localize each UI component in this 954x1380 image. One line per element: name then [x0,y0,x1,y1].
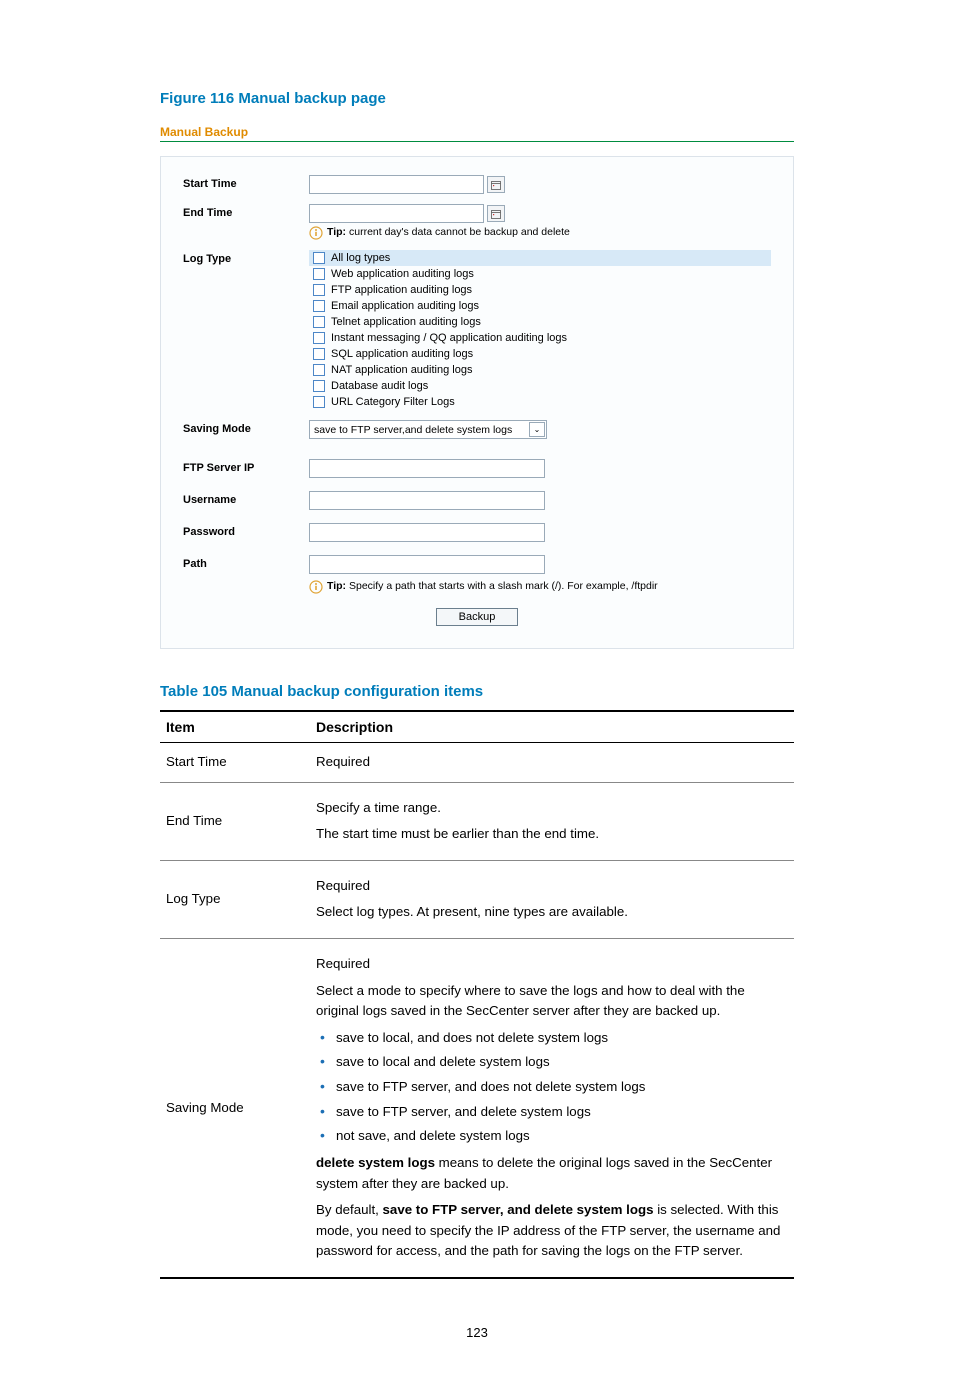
desc-line: Required [316,954,788,975]
calendar-icon[interactable] [487,205,505,222]
desc-line: By default, save to FTP server, and dele… [316,1200,788,1262]
ftp-ip-input[interactable] [309,459,545,478]
page-number: 123 [160,1325,794,1340]
cell-item: Start Time [160,743,310,783]
logtype-item[interactable]: Email application auditing logs [309,298,771,314]
password-label: Password [183,523,309,538]
info-icon [309,226,323,240]
checkbox-icon[interactable] [313,364,325,376]
chevron-down-icon[interactable]: ⌄ [529,422,545,437]
checkbox-icon[interactable] [313,348,325,360]
start-time-input[interactable] [309,175,484,194]
cell-desc: Required [310,743,794,783]
logtype-label: URL Category Filter Logs [331,396,455,408]
desc-line: delete system logs means to delete the o… [316,1153,788,1194]
saving-mode-select[interactable]: save to FTP server,and delete system log… [309,420,547,439]
list-item: save to local and delete system logs [316,1052,788,1073]
logtype-item[interactable]: URL Category Filter Logs [309,394,771,410]
desc-line: Specify a time range. [316,798,788,819]
cell-item: Saving Mode [160,939,310,1278]
logtype-label: FTP application auditing logs [331,284,472,296]
logtype-label: Email application auditing logs [331,300,479,312]
checkbox-icon[interactable] [313,284,325,296]
path-input[interactable] [309,555,545,574]
checkbox-icon[interactable] [313,268,325,280]
cell-desc: Required Select a mode to specify where … [310,939,794,1278]
logtype-item[interactable]: Instant messaging / QQ application audit… [309,330,771,346]
username-input[interactable] [309,491,545,510]
th-desc: Description [310,711,794,743]
desc-line: Select log types. At present, nine types… [316,902,788,923]
checkbox-icon[interactable] [313,252,325,264]
info-icon [309,580,323,594]
table-title: Table 105 Manual backup configuration it… [160,683,794,700]
logtype-item[interactable]: All log types [309,250,771,266]
logtype-label: NAT application auditing logs [331,364,472,376]
logtype-label: Instant messaging / QQ application audit… [331,332,567,344]
backup-button[interactable]: Backup [436,608,519,626]
logtype-item[interactable]: FTP application auditing logs [309,282,771,298]
checkbox-icon[interactable] [313,300,325,312]
tip-label: Tip: [327,580,346,592]
logtype-item[interactable]: NAT application auditing logs [309,362,771,378]
log-type-list: All log types Web application auditing l… [309,250,771,410]
logtype-label: Web application auditing logs [331,268,474,280]
end-time-label: End Time [183,204,309,219]
panel-heading: Manual Backup [160,125,794,139]
logtype-label: Database audit logs [331,380,428,392]
checkbox-icon[interactable] [313,316,325,328]
table-row: End Time Specify a time range. The start… [160,782,794,860]
saving-mode-value: save to FTP server,and delete system log… [314,424,512,436]
table-row: Start Time Required [160,743,794,783]
cell-item: Log Type [160,860,310,938]
th-item: Item [160,711,310,743]
saving-mode-label: Saving Mode [183,420,309,435]
mode-bullets: save to local, and does not delete syste… [316,1028,788,1147]
cell-desc: Required Select log types. At present, n… [310,860,794,938]
tip-label: Tip: [327,226,346,238]
ftp-ip-label: FTP Server IP [183,459,309,474]
username-label: Username [183,491,309,506]
cell-item: End Time [160,782,310,860]
log-type-label: Log Type [183,250,309,265]
logtype-item[interactable]: Web application auditing logs [309,266,771,282]
logtype-label: All log types [331,252,390,264]
tip1-text: current day's data cannot be backup and … [349,226,570,238]
tip2-text: Specify a path that starts with a slash … [349,580,658,592]
list-item: save to FTP server, and delete system lo… [316,1102,788,1123]
start-time-label: Start Time [183,175,309,190]
logtype-item[interactable]: Telnet application auditing logs [309,314,771,330]
manual-backup-form: Start Time End Time Tip: current day's d… [160,156,794,649]
list-item: save to local, and does not delete syste… [316,1028,788,1049]
cell-desc: Specify a time range. The start time mus… [310,782,794,860]
logtype-item[interactable]: Database audit logs [309,378,771,394]
logtype-item[interactable]: SQL application auditing logs [309,346,771,362]
path-label: Path [183,555,309,570]
desc-line: The start time must be earlier than the … [316,824,788,845]
logtype-label: SQL application auditing logs [331,348,473,360]
table-row: Log Type Required Select log types. At p… [160,860,794,938]
desc-line: Required [316,876,788,897]
password-input[interactable] [309,523,545,542]
checkbox-icon[interactable] [313,380,325,392]
table-row: Saving Mode Required Select a mode to sp… [160,939,794,1278]
logtype-label: Telnet application auditing logs [331,316,481,328]
checkbox-icon[interactable] [313,396,325,408]
desc-line: Select a mode to specify where to save t… [316,981,788,1022]
list-item: save to FTP server, and does not delete … [316,1077,788,1098]
figure-title: Figure 116 Manual backup page [160,90,794,107]
calendar-icon[interactable] [487,176,505,193]
config-table: Item Description Start Time Required End… [160,710,794,1279]
checkbox-icon[interactable] [313,332,325,344]
list-item: not save, and delete system logs [316,1126,788,1147]
end-time-input[interactable] [309,204,484,223]
